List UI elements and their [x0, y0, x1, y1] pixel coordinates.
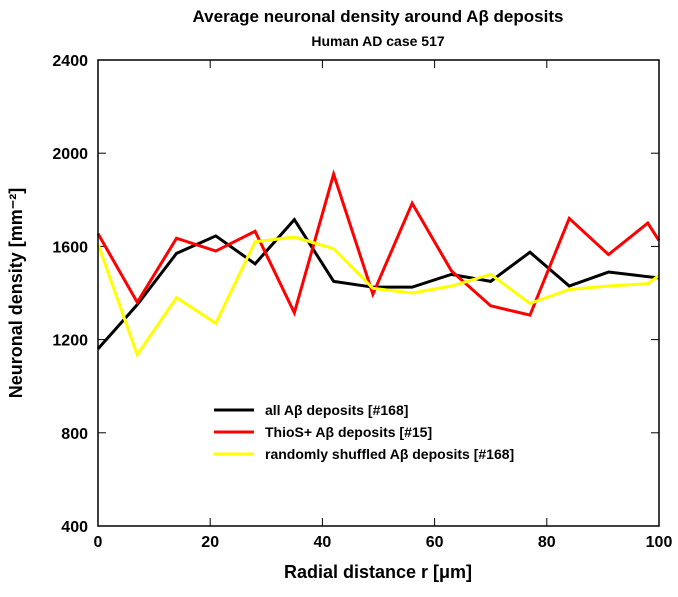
x-axis-label: Radial distance r [μm] [284, 562, 472, 582]
y-tick-label: 2000 [52, 146, 88, 163]
y-tick-label: 800 [61, 426, 88, 443]
legend-label: ThioS+ Aβ deposits [#15] [265, 424, 432, 440]
x-tick-label: 40 [314, 534, 332, 551]
x-tick-label: 0 [94, 534, 103, 551]
x-tick-label: 80 [538, 534, 556, 551]
chart-subtitle: Human AD case 517 [311, 33, 445, 49]
y-axis-label: Neuronal density [mm⁻²] [6, 188, 26, 399]
x-tick-label: 100 [646, 534, 673, 551]
x-tick-label: 20 [201, 534, 219, 551]
chart-title: Average neuronal density around Aβ depos… [193, 7, 564, 26]
series-line-1 [96, 169, 661, 318]
y-tick-label: 1600 [52, 239, 88, 256]
y-tick-label: 1200 [52, 333, 88, 350]
plot-frame [97, 59, 660, 527]
series-line-2 [96, 235, 660, 359]
y-tick-label: 2400 [52, 53, 88, 70]
legend-label: all Aβ deposits [#168] [265, 402, 408, 418]
y-tick-label: 400 [61, 519, 88, 536]
x-tick-label: 60 [426, 534, 444, 551]
legend-label: randomly shuffled Aβ deposits [#168] [265, 446, 514, 462]
